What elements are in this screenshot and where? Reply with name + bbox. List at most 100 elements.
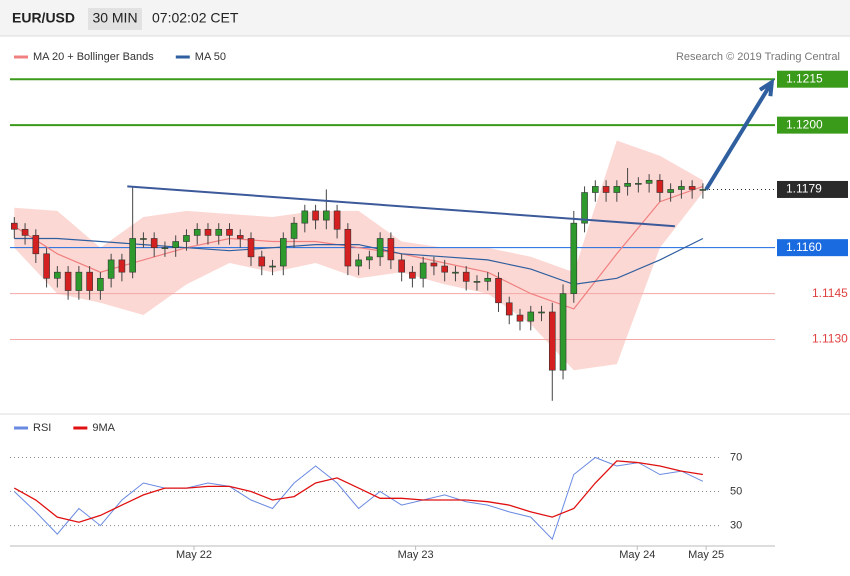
candle-body bbox=[441, 265, 448, 273]
candle-body bbox=[204, 228, 212, 236]
candle-body bbox=[473, 281, 481, 283]
candle-body bbox=[366, 256, 373, 261]
candle-body bbox=[505, 302, 513, 316]
candle-body bbox=[75, 271, 83, 291]
legend-label: 9MA bbox=[92, 422, 115, 434]
level-label-box bbox=[777, 180, 848, 198]
forecast-arrow-head bbox=[758, 78, 775, 97]
level-label-box bbox=[777, 70, 848, 88]
candle-body bbox=[699, 189, 707, 191]
candle-body bbox=[258, 256, 266, 267]
candle-body bbox=[398, 259, 405, 273]
legend-label: MA 20 + Bollinger Bands bbox=[33, 51, 154, 63]
candle-body bbox=[161, 247, 169, 249]
candle-body bbox=[43, 253, 50, 279]
candle-body bbox=[484, 277, 492, 282]
clock: 07:02:02 CET bbox=[152, 10, 239, 26]
candle-body bbox=[592, 186, 599, 193]
candle-body bbox=[279, 238, 287, 267]
price-panel: MA 20 + Bollinger Bands MA 50 1.1215 1.1200… bbox=[10, 51, 848, 401]
moving-average bbox=[13, 185, 704, 310]
forecast-arrow bbox=[704, 81, 774, 191]
candle-body bbox=[64, 271, 72, 291]
candle-body bbox=[21, 228, 29, 236]
candle-body bbox=[226, 228, 233, 236]
candle-body bbox=[667, 189, 674, 193]
candle-body bbox=[32, 235, 40, 255]
level-label: 1.1145 bbox=[812, 286, 848, 300]
level-label-box bbox=[777, 116, 848, 134]
indicator-line bbox=[13, 456, 704, 541]
candle-body bbox=[495, 277, 502, 304]
candle-body bbox=[107, 259, 115, 279]
candle-body bbox=[462, 271, 470, 282]
candle-body bbox=[624, 183, 631, 187]
candle-body bbox=[172, 241, 179, 248]
candle-body bbox=[430, 262, 438, 267]
level-label: 1.1130 bbox=[812, 332, 848, 346]
candle-body bbox=[86, 271, 93, 291]
candle-body bbox=[140, 238, 147, 240]
candle-body bbox=[645, 179, 653, 184]
level-label: 1.1215 bbox=[786, 71, 823, 85]
rsi-panel: RSI 9MA 30 50 70 May 22 May 23 May 24 May 25 bbox=[10, 422, 742, 561]
candle-body bbox=[290, 222, 298, 239]
candle-body bbox=[355, 259, 362, 267]
x-tick-label: May 24 bbox=[619, 549, 655, 561]
x-tick-label: May 22 bbox=[176, 549, 212, 561]
candle-body bbox=[344, 228, 352, 267]
candle-body bbox=[118, 259, 126, 273]
candle-body bbox=[215, 228, 223, 236]
level-label-box bbox=[777, 239, 848, 257]
candle-body bbox=[656, 179, 664, 193]
candle-body bbox=[193, 228, 201, 236]
candle-body bbox=[516, 314, 524, 322]
y-tick-label: 70 bbox=[730, 451, 742, 463]
candle-body bbox=[559, 293, 567, 371]
legend-label: MA 50 bbox=[195, 51, 226, 63]
candle-body bbox=[312, 210, 319, 221]
credit: Research © 2019 Trading Central bbox=[676, 51, 840, 63]
x-tick-label: May 25 bbox=[688, 549, 724, 561]
moving-average bbox=[14, 237, 704, 286]
level-label: 1.1200 bbox=[786, 117, 823, 131]
candle-body bbox=[11, 222, 18, 230]
y-tick-label: 50 bbox=[730, 485, 742, 497]
candle-body bbox=[409, 271, 416, 279]
candle-body bbox=[452, 271, 459, 274]
candle-body bbox=[678, 186, 685, 190]
trendline bbox=[127, 185, 675, 228]
candle-body bbox=[323, 210, 330, 221]
candle-body bbox=[581, 192, 588, 224]
candle-body bbox=[570, 222, 578, 294]
candle-body bbox=[602, 186, 610, 193]
timeframe[interactable]: 30 MIN bbox=[92, 10, 137, 26]
level-label: 1.1160 bbox=[786, 240, 822, 254]
indicator-line bbox=[13, 460, 704, 523]
candle-body bbox=[333, 210, 341, 230]
candle-body bbox=[635, 183, 642, 185]
candle-body bbox=[301, 210, 309, 224]
timeframe-box[interactable] bbox=[88, 8, 142, 30]
y-tick-label: 30 bbox=[730, 519, 742, 531]
candle-body bbox=[387, 238, 395, 261]
symbol: EUR/USD bbox=[12, 10, 75, 26]
candle-body bbox=[527, 311, 535, 322]
candle-body bbox=[613, 186, 621, 193]
candle-body bbox=[688, 186, 696, 190]
legend-label: RSI bbox=[33, 422, 51, 434]
candle-body bbox=[538, 311, 545, 314]
candle-body bbox=[54, 271, 61, 279]
candle-body bbox=[548, 311, 556, 371]
candle-body bbox=[129, 238, 136, 273]
candle-body bbox=[419, 262, 427, 279]
x-tick-label: May 23 bbox=[398, 549, 434, 561]
candle-body bbox=[150, 238, 158, 248]
candle-body bbox=[183, 235, 190, 242]
candle-body bbox=[269, 265, 276, 268]
candle-body bbox=[236, 235, 244, 239]
candle-body bbox=[247, 238, 255, 258]
candle-body bbox=[376, 238, 384, 258]
level-label: 1.1179 bbox=[786, 182, 822, 196]
